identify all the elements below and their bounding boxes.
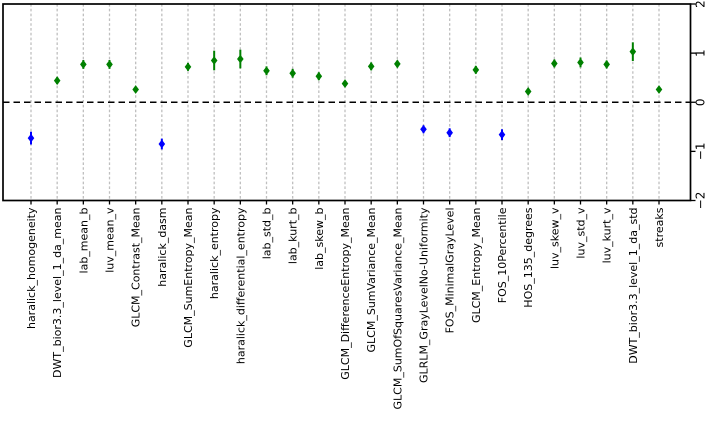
y-tick-label: 2 bbox=[694, 0, 708, 8]
x-tick-label: lab_std_b bbox=[261, 207, 274, 259]
x-tick-label: haralick_differential_entropy bbox=[234, 207, 247, 364]
data-point-marker bbox=[446, 128, 453, 138]
x-tick-label: luv_std_v bbox=[575, 207, 588, 259]
data-point-marker bbox=[237, 54, 244, 64]
data-point-marker bbox=[394, 59, 401, 69]
x-tick-label: GLCM_SumEntropy_Mean bbox=[182, 207, 195, 347]
x-tick-label: lab_mean_b bbox=[77, 207, 90, 273]
data-point-marker bbox=[367, 61, 375, 71]
x-tick-label: haralick_homogeneity bbox=[25, 207, 38, 329]
data-point-marker bbox=[629, 47, 637, 57]
data-point-marker bbox=[184, 62, 192, 72]
x-tick-label: haralick_entropy bbox=[208, 207, 221, 299]
x-tick-label: DWT_bior3.3_level_1_da_std bbox=[627, 208, 640, 364]
y-tick-label: −1 bbox=[694, 143, 708, 161]
x-tick-label: GLRLM_GrayLevelNo-Uniformity bbox=[418, 207, 431, 383]
data-point-marker bbox=[551, 59, 558, 68]
x-tick-label: luv_skew_v bbox=[548, 207, 561, 269]
x-tick-label: luv_kurt_v bbox=[601, 207, 614, 263]
x-tick-label: lab_kurt_b bbox=[287, 207, 300, 264]
data-point-marker bbox=[577, 58, 584, 67]
x-tick-label: HOS_135_degrees bbox=[522, 207, 535, 307]
data-point-marker bbox=[315, 71, 323, 81]
data-point-marker bbox=[603, 60, 610, 69]
data-point-marker bbox=[132, 85, 139, 94]
data-point-marker bbox=[158, 139, 166, 149]
x-tick-label: haralick_dasm bbox=[156, 208, 169, 287]
data-point-marker bbox=[655, 85, 663, 94]
data-point-marker bbox=[341, 79, 349, 88]
x-tick-label: streaks bbox=[653, 207, 666, 247]
data-point-marker bbox=[263, 66, 270, 76]
data-point-marker bbox=[210, 56, 218, 65]
x-tick-label: GLCM_Contrast_Mean bbox=[130, 207, 143, 327]
y-tick-label: 0 bbox=[694, 98, 708, 106]
x-tick-label: GLCM_DifferenceEntropy_Mean bbox=[339, 207, 352, 379]
data-point-marker bbox=[498, 130, 506, 140]
data-point-marker bbox=[472, 65, 480, 75]
x-tick-label: luv_mean_v bbox=[104, 207, 117, 273]
y-tick-label: 1 bbox=[694, 49, 708, 57]
data-point-marker bbox=[27, 133, 35, 143]
x-tick-label: FOS_10Percentile bbox=[496, 207, 509, 303]
x-tick-label: GLCM_SumVariance_Mean bbox=[365, 207, 378, 352]
x-tick-label: DWT_bior3.3_level_1_da_mean bbox=[51, 207, 64, 377]
data-point-marker bbox=[289, 68, 296, 78]
x-tick-label: GLCM_Entropy_Mean bbox=[470, 207, 483, 323]
x-tick-label: FOS_MinimalGrayLevel bbox=[444, 208, 457, 334]
x-tick-label: lab_skew_b bbox=[313, 207, 326, 269]
plot-border bbox=[2, 3, 692, 202]
data-point-marker bbox=[80, 60, 87, 69]
data-point-marker bbox=[420, 124, 427, 134]
data-point-marker bbox=[524, 87, 532, 96]
y-tick-label: −2 bbox=[694, 192, 708, 210]
x-tick-label: GLCM_SumOfSquaresVariance_Mean bbox=[391, 207, 404, 409]
data-point-marker bbox=[106, 60, 113, 69]
data-point-marker bbox=[53, 76, 61, 86]
